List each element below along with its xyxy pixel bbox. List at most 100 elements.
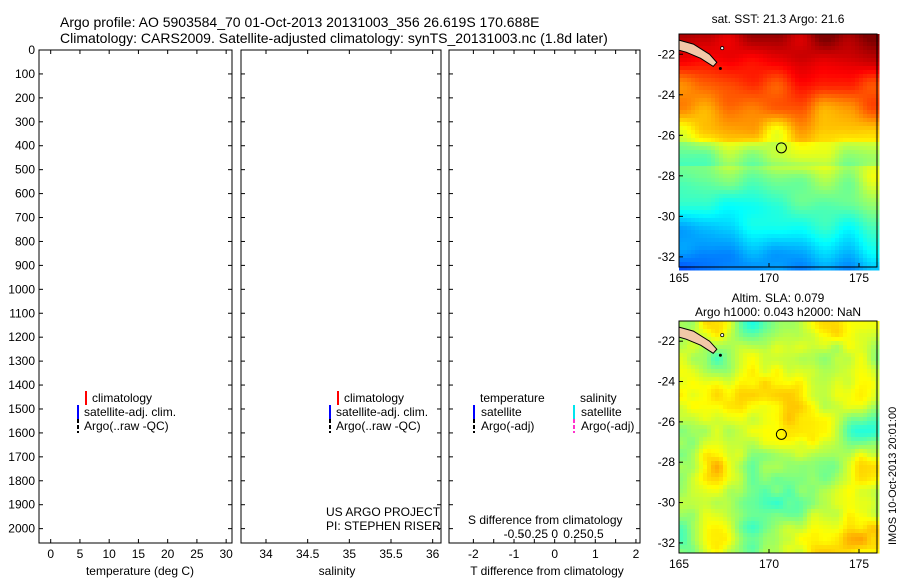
map-cell	[767, 98, 772, 103]
map-cell	[815, 150, 820, 155]
map-cell	[751, 182, 756, 187]
map-cell	[871, 373, 876, 378]
project-annotation-line1: US ARGO PROJECT	[326, 505, 441, 519]
map-cell	[679, 150, 684, 155]
map-cell	[859, 154, 864, 159]
map-cell	[799, 353, 804, 358]
map-cell	[843, 106, 848, 111]
map-cell	[811, 246, 816, 251]
map-cell	[851, 102, 856, 107]
map-cell	[803, 102, 808, 107]
map-cell	[855, 445, 860, 450]
map-cell	[699, 174, 704, 179]
map-cell	[683, 433, 688, 438]
map-cell	[827, 393, 832, 398]
map-cell	[863, 222, 868, 227]
map-cell	[735, 325, 740, 330]
map-cell	[683, 114, 688, 119]
map-cell	[851, 254, 856, 259]
map-cell	[683, 393, 688, 398]
map-cell	[727, 130, 732, 135]
map-cell	[831, 349, 836, 354]
map-cell	[759, 457, 764, 462]
map-cell	[867, 401, 872, 406]
map-cell	[687, 238, 692, 243]
map-cell	[819, 222, 824, 227]
map-cell	[843, 98, 848, 103]
map-cell	[699, 182, 704, 187]
map-cell	[699, 74, 704, 79]
map-cell	[815, 393, 820, 398]
map-cell	[703, 218, 708, 223]
map-cell	[727, 333, 732, 338]
map-cell	[791, 178, 796, 183]
map-cell	[703, 254, 708, 259]
map-cell	[743, 194, 748, 199]
map-cell	[867, 433, 872, 438]
map-cell	[691, 162, 696, 167]
map-cell	[727, 345, 732, 350]
map-cell	[795, 369, 800, 374]
map-cell	[683, 449, 688, 454]
map-cell	[719, 266, 724, 271]
map-cell	[755, 114, 760, 119]
map-cell	[783, 341, 788, 346]
map-cell	[827, 341, 832, 346]
map-cell	[743, 206, 748, 211]
map-cell	[771, 218, 776, 223]
map-cell	[831, 98, 836, 103]
map-cell	[791, 361, 796, 366]
map-cell	[763, 74, 768, 79]
map-cell	[819, 437, 824, 442]
map-cell	[711, 130, 716, 135]
map-cell	[791, 453, 796, 458]
map-cell	[855, 118, 860, 123]
map-cell	[863, 405, 868, 410]
map-cell	[759, 389, 764, 394]
map-cell	[759, 178, 764, 183]
map-cell	[827, 218, 832, 223]
map-cell	[699, 258, 704, 263]
map-cell	[795, 146, 800, 151]
map-cell	[779, 166, 784, 171]
map-cell	[691, 345, 696, 350]
map-cell	[859, 38, 864, 43]
map-cell	[755, 202, 760, 207]
map-cell	[719, 329, 724, 334]
map-cell	[695, 66, 700, 71]
map-cell	[815, 413, 820, 418]
map-cell	[703, 397, 708, 402]
map-cell	[831, 50, 836, 55]
map-cell	[831, 373, 836, 378]
map-cell	[783, 405, 788, 410]
map-cell	[727, 230, 732, 235]
map-cell	[763, 210, 768, 215]
map-cell	[867, 62, 872, 67]
map-cell	[815, 138, 820, 143]
map-cell	[739, 453, 744, 458]
map-cell	[823, 421, 828, 426]
map-cell	[747, 122, 752, 127]
map-cell	[695, 78, 700, 83]
map-cell	[703, 333, 708, 338]
map-cell	[843, 150, 848, 155]
map-cell	[739, 437, 744, 442]
map-cell	[723, 329, 728, 334]
map-cell	[835, 266, 840, 271]
map-cell	[755, 457, 760, 462]
map-cell	[719, 150, 724, 155]
map-cell	[719, 258, 724, 263]
map-cell	[851, 78, 856, 83]
map-cell	[855, 194, 860, 199]
map-cell	[867, 46, 872, 51]
map-cell	[811, 38, 816, 43]
map-cell	[859, 226, 864, 231]
map-cell	[715, 190, 720, 195]
map-cell	[859, 182, 864, 187]
map-cell	[767, 445, 772, 450]
map-cell	[683, 258, 688, 263]
map-cell	[727, 457, 732, 462]
map-cell	[787, 222, 792, 227]
map-cell	[731, 130, 736, 135]
map-cell	[779, 214, 784, 219]
